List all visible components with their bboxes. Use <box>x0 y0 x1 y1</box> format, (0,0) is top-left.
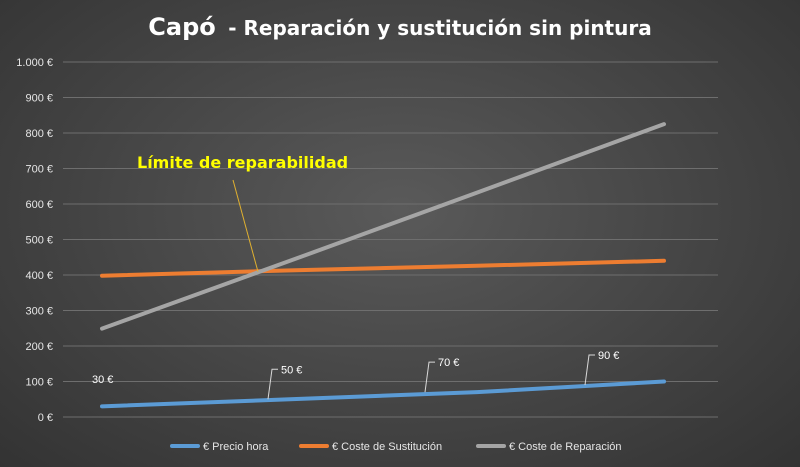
chart-title-main: Capó <box>148 13 215 41</box>
y-tick-label: 200 € <box>25 341 53 353</box>
series-line-1 <box>100 379 666 409</box>
series-lines <box>100 122 666 409</box>
series-line-2 <box>100 258 666 278</box>
y-tick-label: 100 € <box>25 377 53 389</box>
legend: € Precio hora € Coste de Sustitución € Cos… <box>170 441 622 453</box>
data-label: 70 € <box>438 357 459 369</box>
chart-title-subtitle: - Reparación y sustitución sin pintura <box>228 16 652 40</box>
data-label: 50 € <box>281 364 302 376</box>
legend-label: € Coste de Sustitución <box>332 441 442 453</box>
data-label-leader <box>584 354 595 386</box>
y-tick-label: 500 € <box>25 235 53 247</box>
data-label-leader <box>424 361 435 393</box>
data-label: 90 € <box>598 350 619 362</box>
data-labels: 30 € 50 € 70 € 90 € <box>92 350 619 400</box>
y-tick-label: 700 € <box>25 164 53 176</box>
svg-text:Capó - Reparación y sust: Capó - Reparación y sustitución sin pint… <box>148 13 651 41</box>
chart-title: Capó - Reparación y sustitución sin pint… <box>148 13 651 41</box>
y-tick-label: 300 € <box>25 306 53 318</box>
annotation-text: Límite de reparabilidad <box>137 153 348 172</box>
y-tick-label: 900 € <box>25 93 53 105</box>
annotation: Límite de reparabilidad <box>137 153 348 272</box>
y-tick-label: 1.000 € <box>16 57 53 69</box>
series-line-3 <box>100 122 666 331</box>
y-tick-label: 0 € <box>38 412 53 424</box>
data-label-leader <box>267 368 278 400</box>
y-tick-label: 800 € <box>25 128 53 140</box>
legend-label: € Precio hora <box>203 441 269 453</box>
y-axis: 0 € 100 € 200 € 300 € 400 € 500 € 600 € 700 € 80… <box>16 57 53 424</box>
legend-label: € Coste de Reparación <box>509 441 622 453</box>
y-tick-label: 400 € <box>25 270 53 282</box>
data-label: 30 € <box>92 374 113 386</box>
gridlines <box>63 61 718 418</box>
y-tick-label: 600 € <box>25 199 53 211</box>
annotation-leader <box>232 179 259 272</box>
